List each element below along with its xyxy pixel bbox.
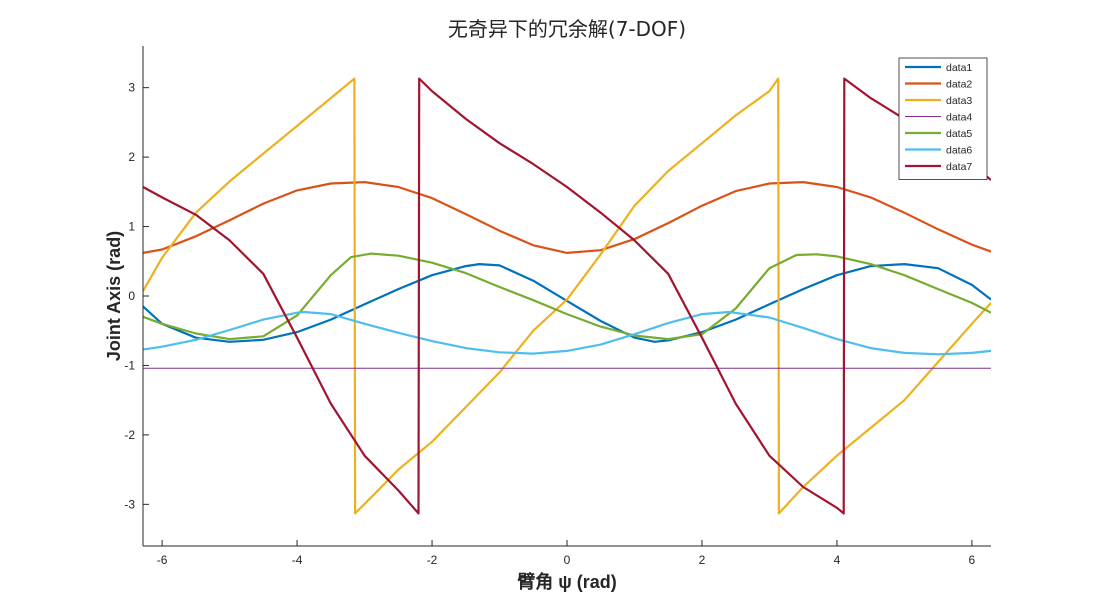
x-tick-label: -6 <box>157 553 168 567</box>
series-line-data3 <box>143 77 991 515</box>
legend: data1 data2 data3 data4 data5 data6 data7 <box>898 57 988 180</box>
axes: -6 -4 -2 0 2 4 6 -3 -2 -1 0 1 2 3 <box>124 46 991 567</box>
series-line-data1 <box>143 263 991 343</box>
series-lines <box>143 77 991 515</box>
x-axis-label: 臂角 ψ (rad) <box>517 571 617 592</box>
y-tick-label: 2 <box>128 150 135 164</box>
legend-label-data3: data3 <box>946 95 972 107</box>
x-tick-label: 6 <box>969 553 976 567</box>
series-line-data7 <box>143 77 991 515</box>
legend-label-data1: data1 <box>946 62 972 74</box>
y-tick-label: 1 <box>128 220 135 234</box>
legend-label-data6: data6 <box>946 145 972 157</box>
series-line-data6 <box>143 310 991 356</box>
y-tick-label: -3 <box>124 497 135 511</box>
chart-title: 无奇异下的冗余解(7-DOF) <box>448 17 686 41</box>
series-line-data5 <box>143 252 991 341</box>
y-tick-label: 3 <box>128 81 135 95</box>
x-tick-label: -2 <box>427 553 438 567</box>
x-tick-label: 4 <box>834 553 841 567</box>
y-tick-label: 0 <box>128 289 135 303</box>
y-axis-label: Joint Axis (rad) <box>104 231 124 361</box>
series-line-data2 <box>143 181 991 254</box>
plot-area: -6 -4 -2 0 2 4 6 -3 -2 -1 0 1 2 3 <box>124 46 991 567</box>
x-tick-label: -4 <box>292 553 303 567</box>
legend-label-data5: data5 <box>946 128 972 140</box>
legend-box <box>898 57 988 180</box>
y-tick-label: -1 <box>124 358 135 372</box>
x-tick-label: 0 <box>564 553 571 567</box>
legend-label-data4: data4 <box>946 112 972 124</box>
y-tick-label: -2 <box>124 428 135 442</box>
x-tick-label: 2 <box>699 553 706 567</box>
legend-label-data7: data7 <box>946 161 972 173</box>
legend-label-data2: data2 <box>946 79 972 91</box>
